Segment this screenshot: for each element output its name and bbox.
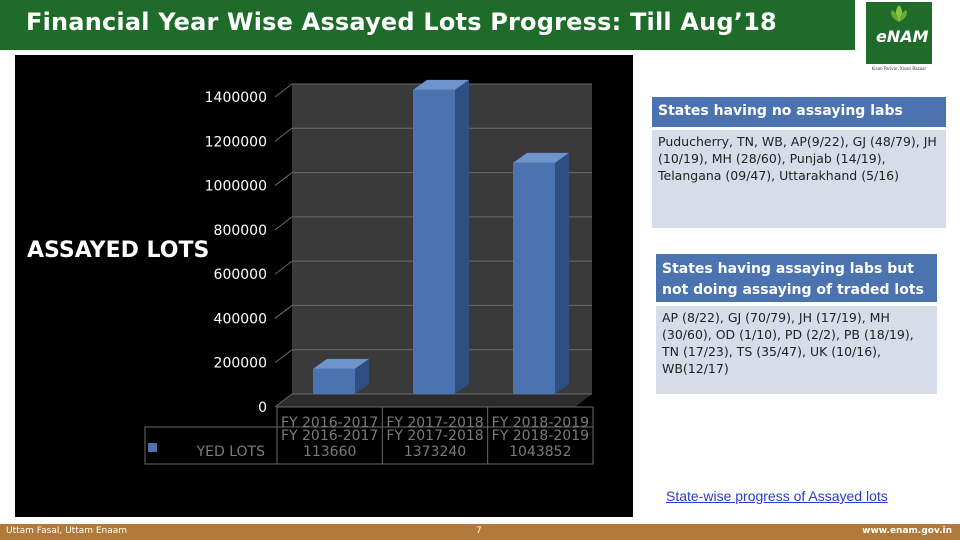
logo-tagline: Kisan Parivar, Kisan Bazaar [871, 66, 927, 71]
footer-bar: Uttam Fasal, Uttam Enaam 7 www.enam.gov.… [0, 524, 960, 540]
y-tick-label: 600000 [214, 267, 267, 283]
labs-text: AP (8/22), GJ (70/79), JH (17/19), MH (3… [656, 306, 937, 394]
no-labs-text: Puducherry, TN, WB, AP(9/22), GJ (48/79)… [652, 130, 946, 228]
bar [313, 368, 355, 394]
data-label: 1373240 [404, 444, 466, 460]
no-labs-heading: States having no assaying labs [652, 97, 946, 127]
plot-floor [275, 394, 592, 407]
bar-chart: 0 200000 400000 600000 800000 1000000 1200000 1… [144, 79, 594, 465]
footer-website: www.enam.gov.in [862, 526, 952, 536]
gridline [274, 304, 592, 319]
chart-area: 0 200000 400000 600000 800000 1000000 1200000 1… [15, 55, 633, 517]
y-tick-label: 1400000 [205, 90, 267, 106]
gridline [274, 216, 592, 231]
x-tick-label: FY 2018-2019 [492, 428, 589, 444]
state-progress-link[interactable]: State-wise progress of Assayed lots [666, 488, 888, 504]
footer-slogan: Uttam Fasal, Uttam Enaam [6, 526, 128, 536]
legend-cell [144, 426, 278, 465]
y-tick-label: 800000 [214, 223, 267, 239]
bar-top [513, 152, 569, 163]
leaf-icon [891, 5, 907, 22]
data-label: 113660 [303, 444, 356, 460]
x-tick-label: FY 2017-2018 [386, 415, 483, 431]
data-table [276, 406, 594, 465]
page-title: Financial Year Wise Assayed Lots Progres… [26, 8, 777, 36]
gridline [274, 127, 592, 142]
gridline [274, 349, 592, 364]
y-tick-label: 1000000 [205, 179, 267, 195]
enam-logo: eNAM Kisan Parivar, Kisan Bazaar [866, 2, 932, 72]
bar-top [413, 79, 469, 90]
logo-word: eNAM [876, 27, 929, 46]
page-number: 7 [476, 526, 482, 536]
y-tick-label: 0 [258, 400, 267, 416]
y-tick-label: 200000 [214, 356, 267, 372]
data-label: 1043852 [509, 444, 571, 460]
bar-side [455, 79, 469, 395]
x-tick-label: FY 2016-2017 [281, 415, 378, 431]
bar-side [355, 358, 369, 394]
y-tick-label: 400000 [214, 311, 267, 327]
labs-heading: States having assaying labs but not doin… [656, 254, 937, 302]
x-tick-label: FY 2017-2018 [386, 428, 483, 444]
legend-swatch [148, 443, 157, 452]
y-axis-label: ASSAYED LOTS [27, 238, 210, 263]
bar [513, 162, 555, 394]
gridline [274, 172, 592, 186]
bar-top [313, 358, 369, 369]
legend-label: YED LOTS [196, 444, 266, 460]
bar-side [555, 152, 569, 394]
x-tick-label: FY 2018-2019 [492, 415, 589, 431]
title-bar [0, 0, 855, 50]
gridline [274, 393, 592, 408]
bar [413, 89, 455, 395]
gridline [274, 260, 592, 275]
x-tick-label: FY 2016-2017 [281, 428, 378, 444]
gridline [274, 83, 592, 98]
y-tick-label: 1200000 [205, 134, 267, 150]
logo-box: eNAM [866, 2, 932, 64]
